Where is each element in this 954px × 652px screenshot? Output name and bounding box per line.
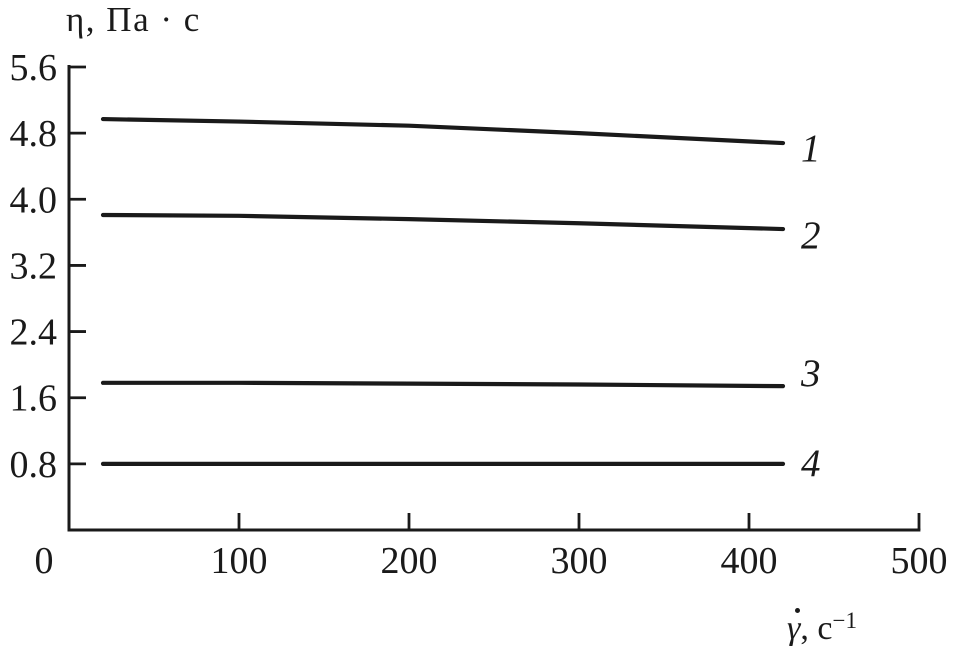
x-tick-label: 100 xyxy=(211,540,268,582)
y-tick-label: 5.6 xyxy=(10,47,58,89)
x-tick-label: 400 xyxy=(721,540,778,582)
x-axis-title: γ, с−1 xyxy=(787,604,857,646)
gamma-dot-symbol: γ xyxy=(787,608,801,647)
derivative-dot-icon xyxy=(795,608,800,613)
x-tick-label: 0 xyxy=(35,540,54,582)
y-tick-label: 3.2 xyxy=(10,245,58,287)
series-line-3 xyxy=(100,380,786,389)
y-tick-label: 4.0 xyxy=(10,179,58,221)
series-label-3: 3 xyxy=(800,352,821,395)
series-label-1: 1 xyxy=(801,127,821,170)
series-label-2: 2 xyxy=(801,214,821,257)
series-line-1 xyxy=(100,116,786,146)
series-label-4: 4 xyxy=(801,442,821,485)
y-tick-label: 2.4 xyxy=(10,312,58,354)
x-tick-label: 200 xyxy=(381,540,438,582)
x-axis-exponent: −1 xyxy=(832,608,857,633)
y-tick-label: 0.8 xyxy=(10,444,58,486)
x-axis-unit: с xyxy=(817,610,833,647)
y-axis-title: η, Па · с xyxy=(66,0,201,39)
y-tick-label: 1.6 xyxy=(10,378,58,420)
x-axis-separator: , xyxy=(800,610,818,647)
y-tick-label: 4.8 xyxy=(10,113,58,155)
x-tick-label: 300 xyxy=(551,540,608,582)
gamma-symbol: γ xyxy=(787,610,801,647)
series-line-2 xyxy=(100,212,786,232)
x-tick-label: 500 xyxy=(891,540,948,582)
